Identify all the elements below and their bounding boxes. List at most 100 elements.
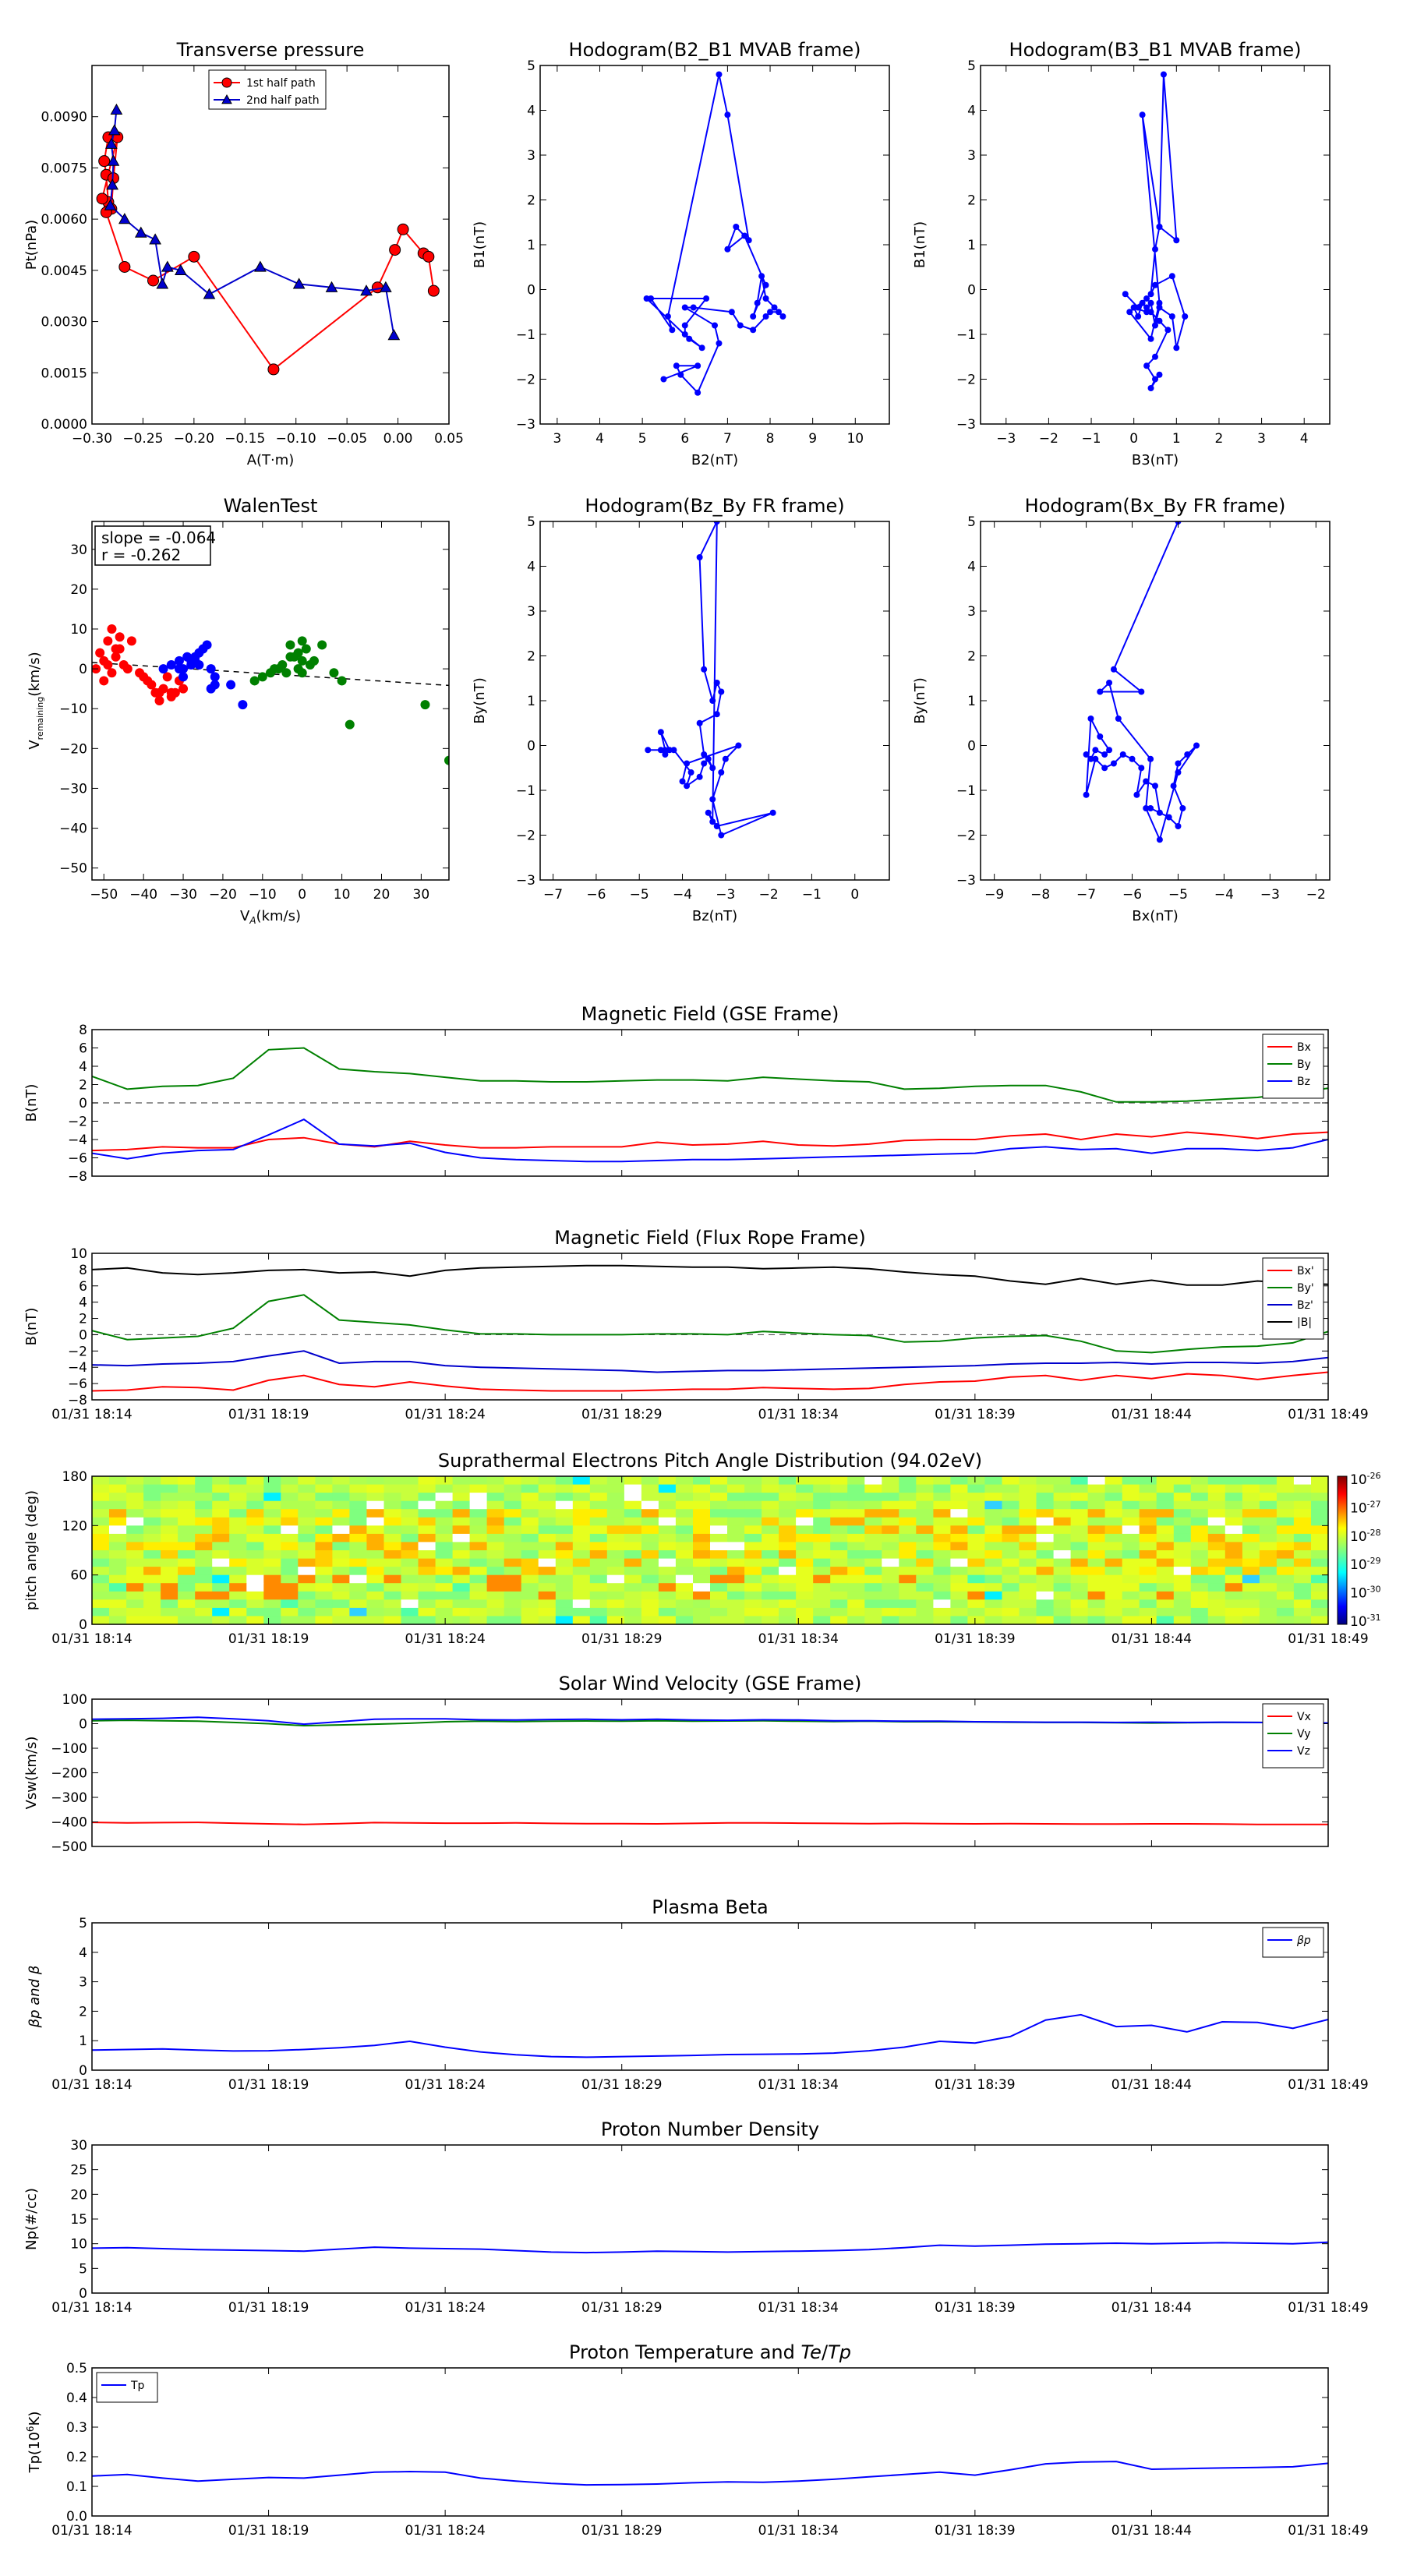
pitch-angle-cell [847, 1484, 865, 1493]
magnetic-field-gse-ytick-label: 4 [79, 1059, 87, 1075]
proton-temperature-xtick-label: 01/31 18:39 [935, 2523, 1015, 2539]
pitch-angle-cell [830, 1484, 848, 1493]
hodogram-b2-b1-series-0-point [724, 111, 731, 118]
pitch-angle-cell [984, 1484, 1002, 1493]
hodogram-bz-by-series-0-point [713, 680, 720, 686]
pitch-angle-cell [916, 1525, 934, 1535]
pitch-angle-cell [229, 1591, 247, 1600]
hodogram-bx-by-title: Hodogram(Bx_By FR frame) [1025, 495, 1286, 517]
hodogram-bx-by-series-0-line [1085, 521, 1197, 843]
pitch-angle-cell [1293, 1591, 1312, 1600]
pitch-angle-cell [762, 1616, 779, 1625]
pitch-angle-cell [1053, 1525, 1072, 1535]
pitch-angle-cell [744, 1599, 762, 1609]
pitch-angle-cell [1104, 1550, 1123, 1560]
pitch-angle-cell [899, 1599, 917, 1609]
hodogram-b3-b1-ytick-label: 5 [967, 58, 976, 74]
pitch-angle-cell [967, 1567, 985, 1576]
pitch-angle-cell [92, 1574, 110, 1584]
pitch-angle-cell [178, 1509, 196, 1518]
pitch-angle-cell [899, 1567, 917, 1576]
hodogram-bz-by-series-0-point [679, 778, 686, 785]
magnetic-field-flux-rope-plot-frame [91, 1253, 1329, 1401]
pitch-angle-cell [1139, 1591, 1157, 1600]
pitch-angle-cell [864, 1476, 882, 1486]
pitch-angle-cell [1053, 1484, 1072, 1493]
pitch-angle-cell [1225, 1476, 1243, 1486]
pitch-angle-cell [212, 1616, 230, 1625]
pitch-angle-cell [864, 1567, 882, 1576]
hodogram-b2-b1-series-0-point [643, 295, 650, 302]
hodogram-bz-by-xtick-label: 0 [850, 887, 859, 903]
hodogram-bz-by-series-0-point [687, 769, 694, 776]
pitch-angle-cell [521, 1476, 539, 1486]
pitch-angle-cell [229, 1542, 247, 1551]
pitch-angle-cell [263, 1583, 281, 1592]
pitch-angle-cell [606, 1550, 625, 1560]
pitch-angle-cell [779, 1509, 797, 1518]
magnetic-field-flux-rope-ylabel: B(nT) [23, 1308, 40, 1346]
pitch-angle-cell [1087, 1476, 1106, 1486]
pitch-angle-cell [967, 1616, 985, 1625]
pitch-angle-cell [1087, 1616, 1106, 1625]
pitch-angle-cell [469, 1550, 488, 1560]
walen-test-series-0-point [111, 652, 121, 662]
solar-wind-velocity-title: Solar Wind Velocity (GSE Frame) [559, 1673, 862, 1694]
pitch-angle-cell [675, 1574, 694, 1584]
pitch-angle-cell [1087, 1509, 1106, 1518]
hodogram-bx-by-xtick-label: −2 [1306, 887, 1326, 903]
pitch-angle-cell [1122, 1493, 1140, 1502]
pitch-angle-cell [641, 1525, 659, 1535]
pitch-angle-cell [1173, 1591, 1192, 1600]
pitch-angle-cell [366, 1484, 384, 1493]
pitch-angle-cell [1242, 1567, 1260, 1576]
pitch-angle-cell [899, 1476, 917, 1486]
hodogram-b2-b1-series-0-point [762, 295, 769, 302]
pitch-angle-cell [899, 1550, 917, 1560]
hodogram-bz-by-series-0-point [666, 747, 673, 754]
hodogram-bz-by-ytick-label: 2 [527, 649, 535, 665]
pitch-angle-cell [916, 1616, 934, 1625]
pitch-angle-cell [796, 1558, 814, 1567]
pitch-angle-cell [984, 1567, 1002, 1576]
pitch-angle-cell [298, 1607, 316, 1617]
pitch-angle-title: Suprathermal Electrons Pitch Angle Distr… [438, 1450, 982, 1472]
pitch-angle-cell [126, 1583, 144, 1592]
pitch-angle-cell [1225, 1484, 1243, 1493]
pitch-angle-cell [882, 1509, 899, 1518]
pitch-angle-cell [916, 1567, 934, 1576]
pitch-angle-colorbar-label-base: 10 [1350, 1500, 1367, 1516]
pitch-angle-cell [366, 1616, 384, 1625]
magnetic-field-flux-rope-plot-area [92, 1264, 1328, 1392]
pitch-angle-cell [452, 1550, 471, 1560]
pitch-angle-cell [984, 1493, 1002, 1502]
pitch-angle-cell [950, 1607, 968, 1617]
pitch-angle-cell [435, 1484, 454, 1493]
pitch-angle-cell [366, 1476, 384, 1486]
magnetic-field-flux-rope-series-0-line [92, 1371, 1328, 1392]
hodogram-b2-b1-series-0-point [762, 313, 769, 320]
pitch-angle-cell [212, 1533, 230, 1543]
pitch-angle-cell [298, 1542, 316, 1551]
pitch-angle-cell [161, 1599, 178, 1609]
hodogram-b3-b1-series-0-point [1152, 246, 1158, 253]
pitch-angle-cell [298, 1583, 316, 1592]
walen-test-ytick-label: −30 [59, 781, 87, 797]
pitch-angle-cell [504, 1616, 522, 1625]
hodogram-b3-b1-series-0-point [1152, 376, 1158, 383]
pitch-angle-cell [126, 1542, 144, 1551]
pitch-angle-cell [332, 1533, 350, 1543]
transverse-pressure-legend-marker-0 [221, 77, 232, 88]
pitch-angle-cell [315, 1583, 333, 1592]
hodogram-bx-by-series-0-point [1175, 769, 1182, 776]
pitch-angle-cell [315, 1476, 333, 1486]
pitch-angle-cell [658, 1509, 677, 1518]
walen-test-ytick-label: −10 [59, 701, 87, 717]
pitch-angle-cell [212, 1591, 230, 1600]
pitch-angle-cell [1053, 1517, 1072, 1526]
pitch-angle-cell [1122, 1525, 1140, 1535]
pitch-angle-cell [92, 1509, 110, 1518]
hodogram-b2-b1-series-0-point [664, 313, 671, 320]
